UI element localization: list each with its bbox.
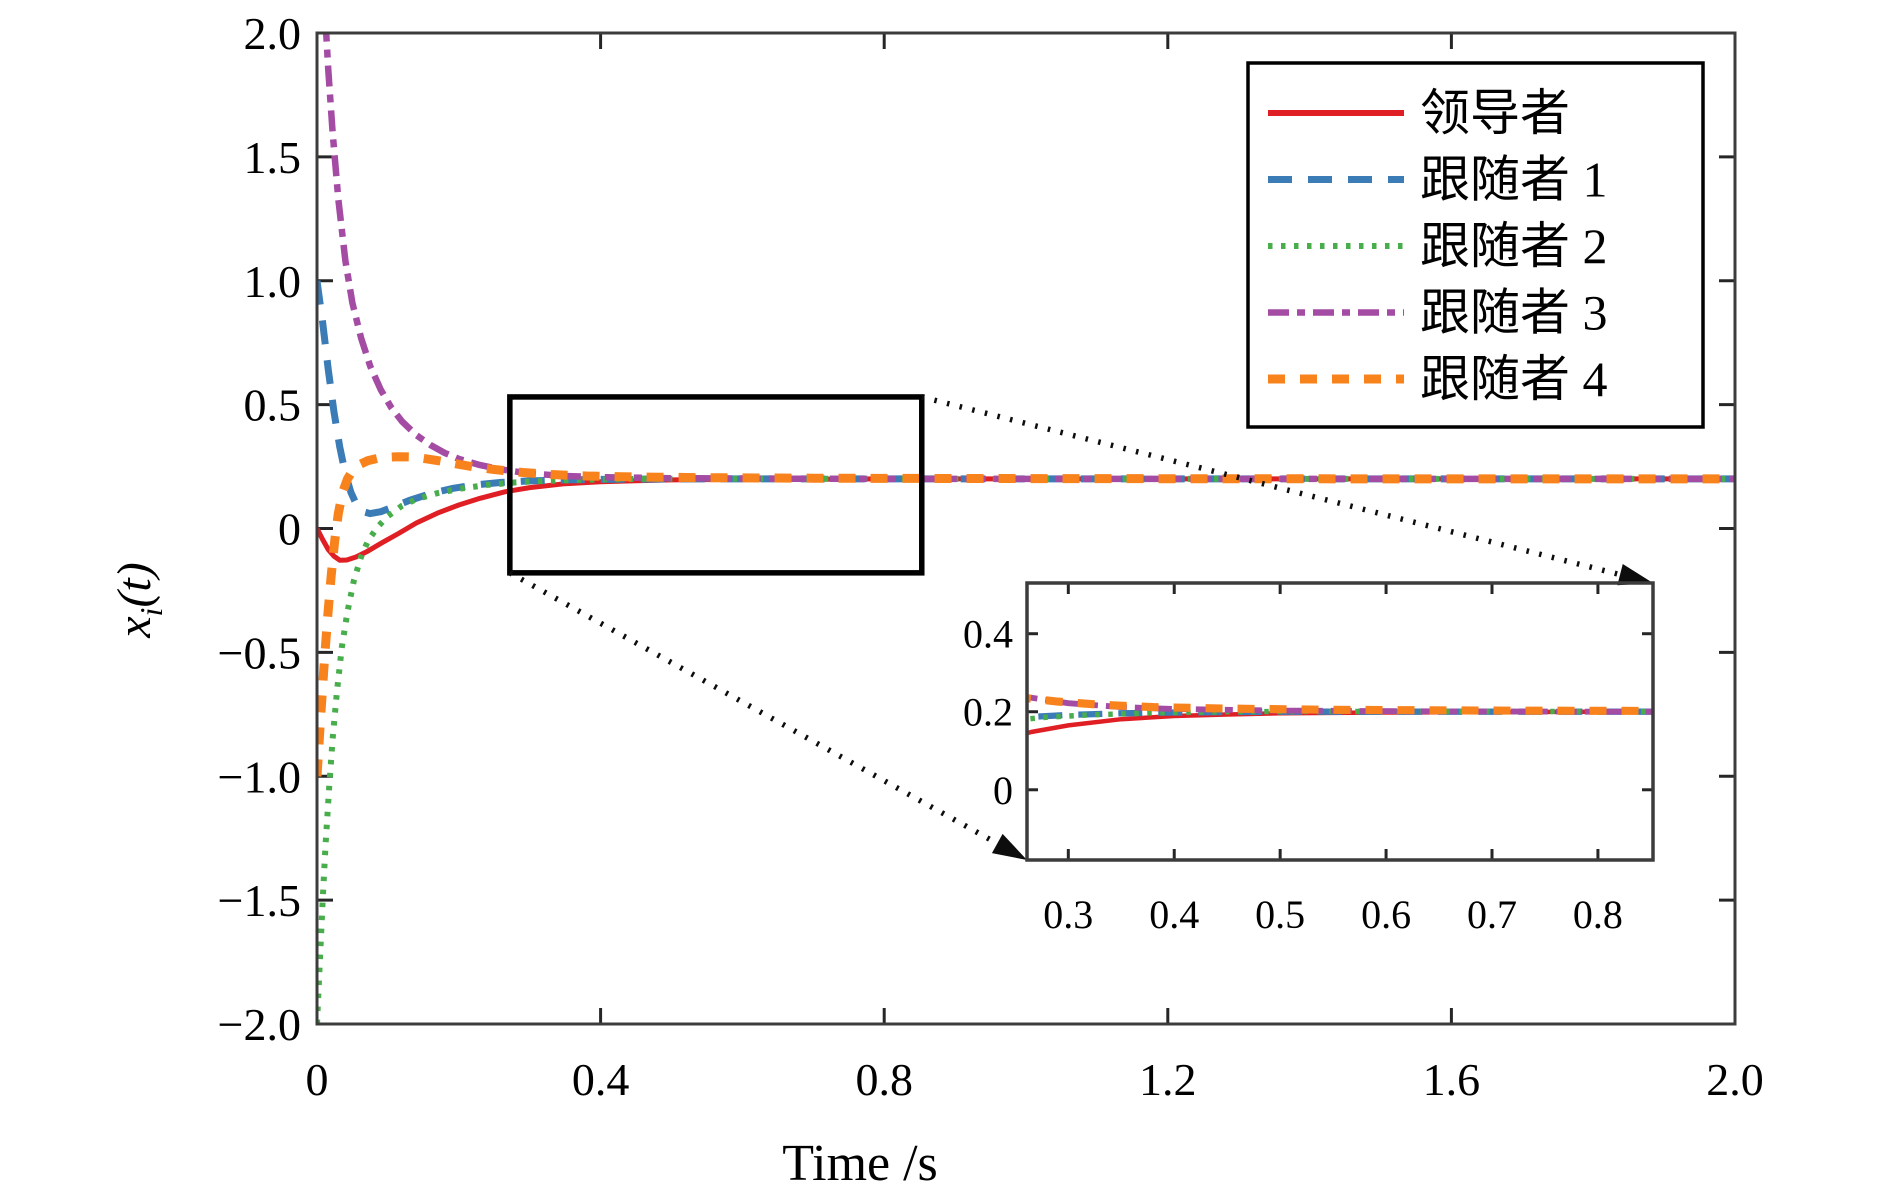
x-tick-label: 1.6 [1423, 1054, 1481, 1105]
inset-y-tick-label: 0 [993, 768, 1013, 813]
x-tick-label: 0 [306, 1054, 329, 1105]
main-axis-ticks: 0 0.4 0.8 1.2 1.6 2.0 2.0 1.5 1.0 0.5 0 −0.5 −1.0 −1.… [218, 8, 1764, 1105]
y-axis-title-sub: i [133, 608, 169, 617]
inset-x-tick-label: 0.8 [1573, 892, 1623, 937]
zoom-annotation [507, 394, 1653, 860]
y-tick-label: 0 [278, 504, 301, 555]
x-tick-label: 2.0 [1706, 1054, 1764, 1105]
zoom-arrow-bottom-head [991, 833, 1027, 860]
y-tick-label: 1.5 [244, 132, 302, 183]
inset-plot-curves [1027, 694, 1653, 736]
zoom-arrow-top [921, 394, 1631, 580]
legend-item-follower-1: 跟随者 1 [1268, 152, 1608, 208]
x-tick-label: 0.8 [855, 1054, 913, 1105]
inset-x-tick-label: 0.5 [1255, 892, 1305, 937]
main-plot-curves [317, 33, 1735, 1024]
legend-label-follower-3: 跟随者 3 [1420, 285, 1608, 341]
main-plot-border [315, 31, 1737, 1026]
legend-item-follower-3: 跟随者 3 [1268, 285, 1608, 341]
y-axis-title-base: x [108, 616, 161, 638]
y-axis-title: xi(t) [108, 562, 169, 639]
inset-y-tick-label: 0.4 [963, 612, 1013, 657]
y-tick-label: −2.0 [218, 999, 301, 1050]
zoom-region-rect [507, 394, 925, 576]
inset-x-tick-label: 0.4 [1149, 892, 1199, 937]
x-tick-label: 1.2 [1139, 1054, 1197, 1105]
y-tick-label: −0.5 [218, 627, 301, 678]
legend-label-leader: 领导者 [1420, 85, 1570, 141]
inset-plot-border [1025, 581, 1655, 862]
legend-label-follower-2: 跟随者 2 [1420, 218, 1608, 274]
inset-x-tick-label: 0.6 [1361, 892, 1411, 937]
series-line-follower-2 [317, 475, 1735, 1024]
y-tick-label: −1.5 [218, 875, 301, 926]
x-tick-label: 0.4 [572, 1054, 630, 1105]
zoom-arrow-bottom [508, 570, 1008, 851]
legend-item-follower-4: 跟随者 4 [1268, 351, 1608, 407]
inset-series-line-follower-2 [1027, 708, 1653, 722]
inset-y-tick-label: 0.2 [963, 690, 1013, 735]
y-tick-label: −1.0 [218, 751, 301, 802]
legend-label-follower-4: 跟随者 4 [1420, 351, 1608, 407]
series-line-follower-1 [317, 280, 1735, 518]
series-line-follower-3 [322, 33, 1735, 483]
inset-x-tick-label: 0.3 [1043, 892, 1093, 937]
legend-item-leader: 领导者 [1268, 85, 1570, 141]
y-axis-title-rest: (t) [108, 562, 161, 607]
y-tick-label: 0.5 [244, 380, 302, 431]
series-line-leader [317, 476, 1735, 563]
series-line-follower-4 [317, 452, 1735, 777]
legend-label-follower-1: 跟随者 1 [1420, 152, 1608, 208]
inset-x-tick-label: 0.7 [1467, 892, 1517, 937]
inset-axis-ticks: 0.3 0.4 0.5 0.6 0.7 0.8 0 0.2 0.4 [963, 583, 1653, 937]
zoom-arrow-top-head [1617, 563, 1653, 586]
y-tick-label: 2.0 [244, 8, 302, 59]
x-axis-title: Time /s [782, 1135, 938, 1192]
y-tick-label: 1.0 [244, 256, 302, 307]
legend-item-follower-2: 跟随者 2 [1268, 218, 1608, 274]
